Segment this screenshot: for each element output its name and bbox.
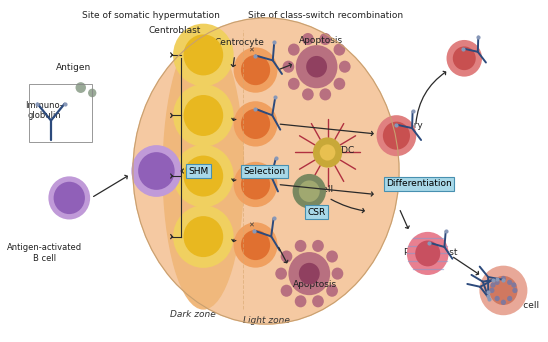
Ellipse shape: [511, 282, 516, 288]
Ellipse shape: [288, 252, 330, 295]
Ellipse shape: [173, 145, 233, 207]
Ellipse shape: [407, 232, 449, 275]
Text: Apoptosis: Apoptosis: [299, 36, 343, 45]
Ellipse shape: [312, 240, 324, 252]
Ellipse shape: [334, 78, 345, 90]
Ellipse shape: [233, 101, 277, 146]
Ellipse shape: [299, 180, 319, 202]
Text: CSR: CSR: [307, 208, 326, 216]
Ellipse shape: [507, 280, 512, 285]
Ellipse shape: [173, 205, 233, 268]
Ellipse shape: [494, 296, 500, 301]
Text: Dark zone: Dark zone: [170, 310, 216, 319]
Text: ✕: ✕: [248, 48, 254, 54]
Ellipse shape: [54, 182, 85, 214]
Ellipse shape: [507, 296, 512, 301]
Text: FDC: FDC: [336, 146, 355, 155]
Text: Immuno-
globulin: Immuno- globulin: [25, 101, 63, 120]
Ellipse shape: [313, 137, 342, 168]
Ellipse shape: [288, 43, 300, 56]
Ellipse shape: [512, 288, 517, 293]
Ellipse shape: [295, 240, 306, 252]
Ellipse shape: [299, 263, 319, 285]
Ellipse shape: [48, 176, 90, 220]
Text: Antigen: Antigen: [56, 63, 92, 72]
Ellipse shape: [306, 56, 327, 78]
Ellipse shape: [319, 88, 331, 101]
Ellipse shape: [281, 250, 292, 263]
Ellipse shape: [326, 285, 338, 297]
Text: Site of somatic hypermutation: Site of somatic hypermutation: [82, 11, 220, 20]
Ellipse shape: [163, 33, 243, 309]
Ellipse shape: [138, 152, 175, 190]
Ellipse shape: [88, 89, 96, 97]
Text: SHM: SHM: [189, 167, 209, 175]
Text: T cell: T cell: [309, 185, 333, 194]
Ellipse shape: [283, 61, 294, 73]
Text: Centrocyte: Centrocyte: [215, 38, 265, 47]
Ellipse shape: [184, 95, 223, 136]
Ellipse shape: [494, 280, 500, 285]
Text: Selection: Selection: [243, 167, 286, 176]
Ellipse shape: [447, 40, 482, 77]
Ellipse shape: [302, 88, 314, 101]
Ellipse shape: [293, 174, 326, 208]
Ellipse shape: [233, 162, 277, 207]
Text: Antigen-activated
B cell: Antigen-activated B cell: [7, 244, 82, 263]
Text: Plasmablast: Plasmablast: [403, 248, 458, 258]
Ellipse shape: [132, 145, 181, 197]
Text: Differentiation: Differentiation: [386, 179, 452, 188]
Ellipse shape: [312, 295, 324, 307]
Ellipse shape: [319, 144, 335, 161]
Ellipse shape: [241, 230, 270, 260]
Ellipse shape: [489, 276, 517, 305]
Text: Centroblast: Centroblast: [149, 26, 201, 35]
Ellipse shape: [383, 122, 410, 150]
Text: Memory
B cell: Memory B cell: [386, 121, 423, 140]
Ellipse shape: [184, 216, 223, 257]
Ellipse shape: [133, 18, 399, 324]
Ellipse shape: [501, 300, 506, 305]
Ellipse shape: [184, 35, 223, 76]
Text: Site of class-switch recombination: Site of class-switch recombination: [248, 11, 403, 20]
Ellipse shape: [302, 33, 314, 45]
Ellipse shape: [295, 295, 306, 307]
Ellipse shape: [489, 288, 494, 293]
Ellipse shape: [173, 24, 233, 86]
Ellipse shape: [241, 55, 270, 85]
Ellipse shape: [241, 109, 270, 139]
Ellipse shape: [339, 61, 351, 73]
Ellipse shape: [241, 169, 270, 199]
Ellipse shape: [326, 250, 338, 263]
Ellipse shape: [233, 222, 277, 268]
Ellipse shape: [296, 45, 338, 88]
Ellipse shape: [415, 240, 440, 266]
Ellipse shape: [233, 48, 277, 93]
Ellipse shape: [173, 84, 233, 147]
Ellipse shape: [281, 285, 292, 297]
Ellipse shape: [376, 115, 416, 156]
Text: ✕: ✕: [248, 223, 254, 228]
Ellipse shape: [334, 43, 345, 56]
Text: Apoptosis: Apoptosis: [293, 280, 336, 289]
Ellipse shape: [184, 156, 223, 197]
Text: Light zone: Light zone: [243, 316, 289, 325]
Text: Plasma cell: Plasma cell: [488, 301, 539, 310]
Ellipse shape: [453, 47, 476, 70]
Ellipse shape: [319, 33, 331, 45]
Ellipse shape: [76, 82, 86, 93]
Ellipse shape: [490, 282, 495, 288]
Ellipse shape: [275, 267, 287, 280]
Ellipse shape: [288, 78, 300, 90]
Ellipse shape: [501, 276, 506, 281]
Ellipse shape: [332, 267, 343, 280]
Ellipse shape: [480, 266, 527, 315]
